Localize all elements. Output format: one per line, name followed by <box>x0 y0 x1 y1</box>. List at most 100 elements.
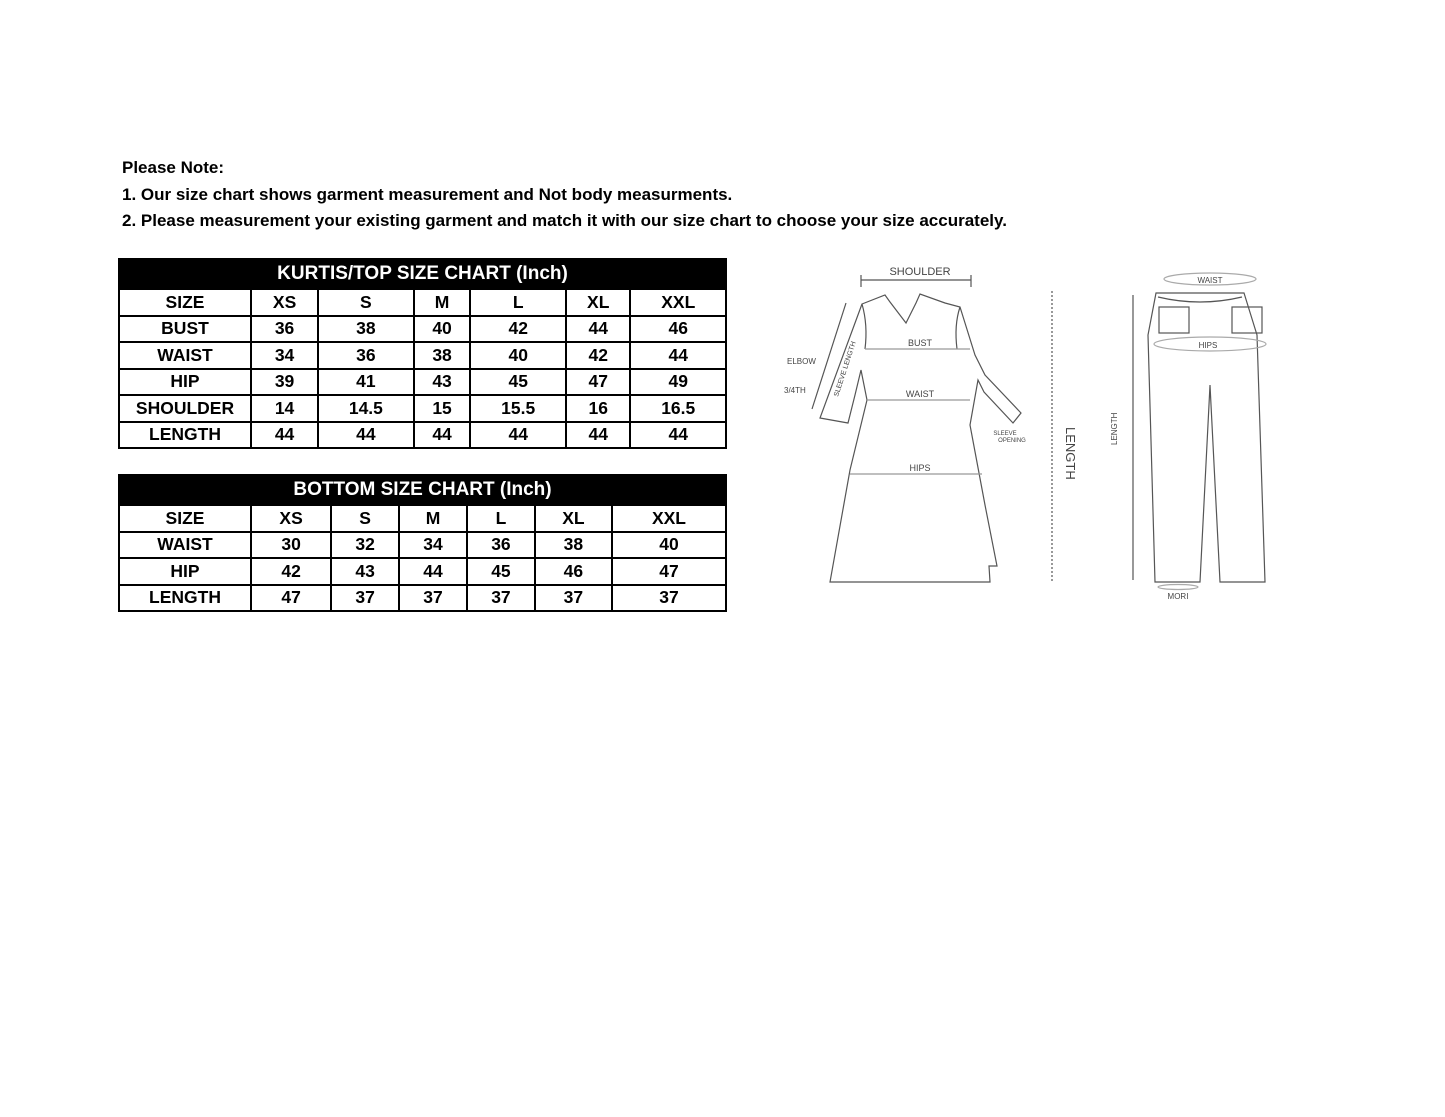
note-line-1: 1. Our size chart shows garment measurem… <box>122 184 733 204</box>
row-label: HIP <box>118 557 252 586</box>
table-cell: 36 <box>317 341 415 370</box>
column-header: M <box>398 504 468 533</box>
table-cell: 47 <box>610 557 728 586</box>
table-cell: 39 <box>249 367 320 396</box>
table-cell: 37 <box>398 583 468 612</box>
table-cell: 34 <box>398 530 468 559</box>
table-row: WAIST 34 36 38 40 42 44 <box>118 341 727 370</box>
table-cell: 44 <box>317 420 415 449</box>
table-cell: 46 <box>533 557 613 586</box>
table-cell: 40 <box>610 530 728 559</box>
table-cell: 43 <box>412 367 472 396</box>
table-cell: 15 <box>412 394 472 423</box>
table-cell: 30 <box>249 530 333 559</box>
kurti-illustration <box>811 275 1053 583</box>
pant-illustration <box>1132 272 1267 591</box>
table-cell: 37 <box>330 583 401 612</box>
column-header: S <box>330 504 401 533</box>
label-elbow: ELBOW <box>787 357 816 366</box>
pant-label-hips: HIPS <box>1199 341 1218 350</box>
row-label: HIP <box>118 367 252 396</box>
table-cell: 40 <box>469 341 567 370</box>
table-row: WAIST 30 32 34 36 38 40 <box>118 530 728 559</box>
column-header: XS <box>249 504 333 533</box>
table-row: BUST 36 38 40 42 44 46 <box>118 314 727 343</box>
label-opening: OPENING <box>998 438 1026 444</box>
row-label: LENGTH <box>118 583 252 612</box>
label-waist: WAIST <box>906 389 935 399</box>
pant-label-length: LENGTH <box>1110 412 1119 445</box>
table-cell: 45 <box>465 557 536 586</box>
column-header: L <box>465 504 536 533</box>
table-cell: 44 <box>629 341 727 370</box>
label-shoulder: SHOULDER <box>889 266 950 278</box>
table-cell: 34 <box>249 341 320 370</box>
row-label: BUST <box>118 314 252 343</box>
table-title: BOTTOM SIZE CHART (Inch) <box>118 474 727 506</box>
table-cell: 47 <box>564 367 632 396</box>
table-cell: 38 <box>412 341 472 370</box>
table-cell: 42 <box>469 314 567 343</box>
table-cell: 44 <box>564 314 632 343</box>
table-cell: 14 <box>249 394 320 423</box>
label-bust: BUST <box>908 338 933 348</box>
table-row: HIP 39 41 43 45 47 49 <box>118 367 727 396</box>
column-header: L <box>469 288 567 317</box>
table-row: LENGTH 47 37 37 37 37 37 <box>118 583 728 612</box>
table-cell: 45 <box>469 367 567 396</box>
row-label: LENGTH <box>118 420 252 449</box>
table-cell: 36 <box>465 530 536 559</box>
measurement-diagram: SHOULDER BUST WAIST HIPS ELBOW 3/4TH SLE… <box>784 266 1267 601</box>
row-label: SHOULDER <box>118 394 252 423</box>
column-header: XL <box>533 504 613 533</box>
table-cell: 36 <box>249 314 320 343</box>
table-cell: 44 <box>249 420 320 449</box>
table-cell: 14.5 <box>317 394 415 423</box>
note-line-2: 2. Please measurement your existing garm… <box>122 211 1007 230</box>
table-cell: 43 <box>330 557 401 586</box>
table-cell: 44 <box>398 557 468 586</box>
table-cell: 47 <box>249 583 333 612</box>
column-header: M <box>412 288 472 317</box>
notes-heading: Please Note: <box>122 158 225 177</box>
table-cell: 42 <box>249 557 333 586</box>
table-cell: 38 <box>317 314 415 343</box>
table-cell: 32 <box>330 530 401 559</box>
column-header: XXL <box>610 504 728 533</box>
bottom-size-table: BOTTOM SIZE CHART (Inch) SIZE XS S M L XL XXL WA… <box>118 474 728 612</box>
pant-label-waist: WAIST <box>1197 276 1222 285</box>
row-label: WAIST <box>118 530 252 559</box>
table-title: KURTIS/TOP SIZE CHART (Inch) <box>118 258 727 290</box>
table-cell: 16.5 <box>629 394 727 423</box>
column-header: SIZE <box>118 504 252 533</box>
table-cell: 16 <box>564 394 632 423</box>
table-cell: 37 <box>610 583 728 612</box>
table-cell: 37 <box>465 583 536 612</box>
table-row: SHOULDER 14 14.5 15 15.5 16 16.5 <box>118 394 727 423</box>
table-header-row: SIZE XS S M L XL XXL <box>118 288 727 317</box>
label-sleeve: SLEEVE <box>993 431 1016 437</box>
table-header-row: SIZE XS S M L XL XXL <box>118 504 728 533</box>
kurtis-size-table: KURTIS/TOP SIZE CHART (Inch) SIZE XS S M L XL X… <box>118 258 727 449</box>
column-header: XS <box>249 288 320 317</box>
table-row: HIP 42 43 44 45 46 47 <box>118 557 728 586</box>
row-label: WAIST <box>118 341 252 370</box>
table-cell: 15.5 <box>469 394 567 423</box>
table-cell: 38 <box>533 530 613 559</box>
label-hips: HIPS <box>909 463 930 473</box>
label-length: LENGTH <box>1063 427 1078 480</box>
column-header: S <box>317 288 415 317</box>
table-cell: 46 <box>629 314 727 343</box>
pant-label-mori: MORI <box>1168 592 1189 601</box>
column-header: SIZE <box>118 288 252 317</box>
notes: Please Note: 1. Our size chart shows gar… <box>122 155 1007 235</box>
label-three-quarter: 3/4TH <box>784 386 806 395</box>
column-header: XXL <box>629 288 727 317</box>
table-cell: 42 <box>564 341 632 370</box>
table-cell: 37 <box>533 583 613 612</box>
table-cell: 44 <box>629 420 727 449</box>
table-row: LENGTH 44 44 44 44 44 44 <box>118 420 727 449</box>
table-cell: 44 <box>469 420 567 449</box>
table-cell: 49 <box>629 367 727 396</box>
table-cell: 41 <box>317 367 415 396</box>
